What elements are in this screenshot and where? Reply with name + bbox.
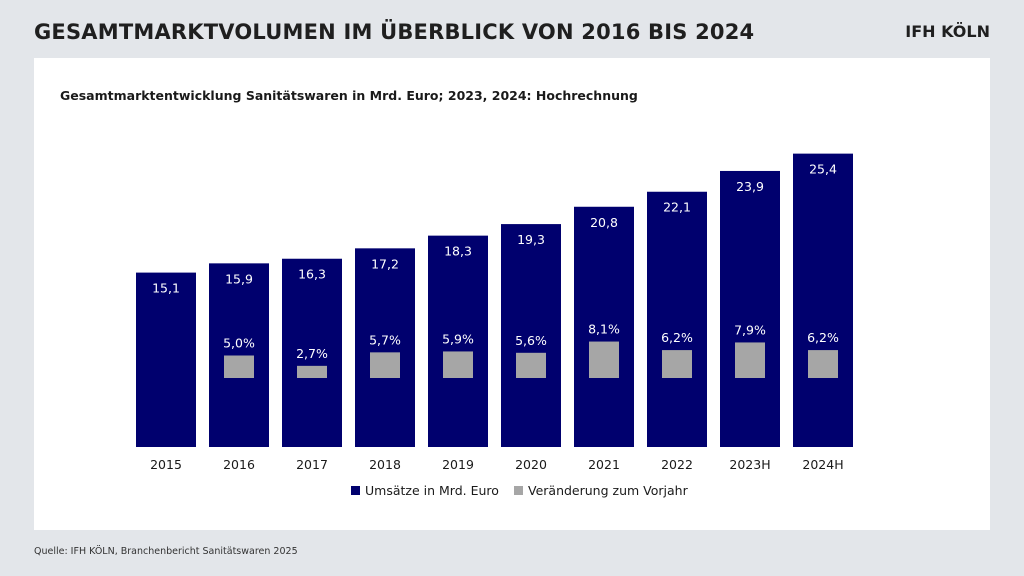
revenue-bar: [428, 235, 488, 447]
revenue-bar: [209, 263, 269, 447]
change-bar: [516, 352, 546, 378]
change-label: 6,2%: [661, 330, 693, 345]
change-bar: [662, 350, 692, 378]
x-tick-label: 2022: [661, 457, 693, 472]
change-label: 7,9%: [734, 322, 766, 337]
brand-logo: IFH KÖLN: [905, 22, 990, 41]
x-tick-label: 2021: [588, 457, 620, 472]
revenue-bar: [720, 170, 780, 447]
x-tick-label: 2024H: [802, 457, 843, 472]
revenue-bar: [136, 272, 196, 447]
x-tick-label: 2016: [223, 457, 255, 472]
change-label: 5,7%: [369, 332, 401, 347]
x-tick-label: 2023H: [729, 457, 770, 472]
revenue-bar: [282, 258, 342, 447]
revenue-label: 19,3: [517, 232, 545, 247]
revenue-label: 17,2: [371, 256, 399, 271]
change-label: 5,9%: [442, 331, 474, 346]
legend-label-revenue: Umsätze in Mrd. Euro: [365, 483, 499, 498]
change-bar: [224, 355, 254, 378]
revenue-bar: [501, 224, 561, 447]
change-bar: [297, 365, 327, 378]
revenue-bar: [793, 153, 853, 447]
legend-label-change: Veränderung zum Vorjahr: [528, 483, 689, 498]
revenue-label: 22,1: [663, 200, 691, 215]
page-title: GESAMTMARKTVOLUMEN IM ÜBERBLICK VON 2016…: [34, 20, 755, 44]
source-note: Quelle: IFH KÖLN, Branchenbericht Sanitä…: [34, 546, 298, 557]
revenue-label: 16,3: [298, 267, 326, 282]
chart-title: Gesamtmarktentwicklung Sanitätswaren in …: [60, 88, 638, 103]
revenue-bar: [355, 248, 415, 447]
x-tick-label: 2019: [442, 457, 474, 472]
change-bar: [735, 342, 765, 378]
revenue-label: 25,4: [809, 162, 837, 177]
legend-swatch-change: [514, 486, 523, 495]
revenue-label: 18,3: [444, 244, 472, 259]
x-tick-label: 2018: [369, 457, 401, 472]
chart-panel: Gesamtmarktentwicklung Sanitätswaren in …: [34, 58, 990, 530]
change-label: 8,1%: [588, 322, 620, 337]
bar-chart: 15,1 2015 15,9 5,0% 2016 16,3 2,7% 2017 17,2 5,7%…: [136, 153, 853, 498]
revenue-label: 15,1: [152, 281, 180, 296]
change-bar: [808, 350, 838, 378]
change-bar: [370, 352, 400, 378]
change-label: 5,0%: [223, 336, 255, 351]
change-label: 2,7%: [296, 346, 328, 361]
x-tick-label: 2017: [296, 457, 328, 472]
change-bar: [443, 351, 473, 378]
revenue-label: 23,9: [736, 179, 764, 194]
change-label: 5,6%: [515, 333, 547, 348]
change-bar: [589, 341, 619, 378]
x-tick-label: 2015: [150, 457, 182, 472]
revenue-label: 15,9: [225, 271, 253, 286]
change-label: 6,2%: [807, 330, 839, 345]
x-tick-label: 2020: [515, 457, 547, 472]
revenue-bar: [647, 191, 707, 447]
revenue-label: 20,8: [590, 215, 618, 230]
legend-swatch-revenue: [351, 486, 360, 495]
revenue-bar: [574, 206, 634, 447]
